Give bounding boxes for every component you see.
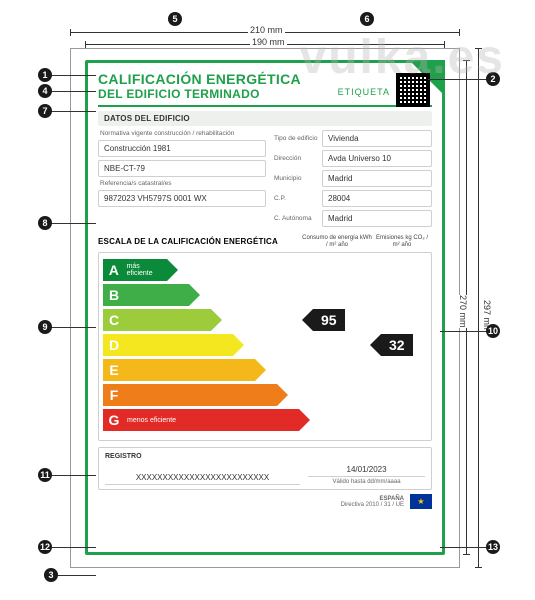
bar-row-C: C 95 (103, 309, 427, 331)
emisiones-tag: 32 (381, 334, 413, 356)
footer-directiva: Directiva 2010 / 31 / UE (341, 502, 404, 508)
callout-12: 12 (38, 540, 52, 554)
col-header-consumo: Consumo de energía kWh / m² año (302, 235, 372, 248)
rating-bar-F: F (103, 384, 277, 406)
callout-lead-2 (428, 79, 493, 80)
bar-row-F: F (103, 384, 427, 406)
tipo-label: Tipo de edificio (272, 135, 318, 142)
bar-row-G: Gmenos eficiente (103, 409, 427, 431)
callout-1: 1 (38, 68, 52, 82)
dim-inner-width-label: 190 mm (250, 37, 287, 47)
norm-value-1: Construcción 1981 (98, 140, 266, 157)
registro-header: REGISTRO (105, 453, 425, 460)
dim-outer-width-label: 210 mm (248, 25, 285, 35)
cert-title-1: CALIFICACIÓN ENERGÉTICA (98, 71, 432, 87)
registro-fecha: 14/01/2023 (308, 463, 425, 477)
rating-bar-E: E (103, 359, 255, 381)
callout-lead-7 (45, 111, 96, 112)
mun-label: Municipio (272, 175, 318, 182)
rating-bar-D: D (103, 334, 233, 356)
bar-row-D: D 32 (103, 334, 427, 356)
rating-bar-C: C (103, 309, 211, 331)
callout-lead-11 (45, 475, 96, 476)
callout-3: 3 (44, 568, 58, 582)
bar-row-E: E (103, 359, 427, 381)
rating-bar-G: Gmenos eficiente (103, 409, 299, 431)
callout-7: 7 (38, 104, 52, 118)
callout-5: 5 (168, 12, 182, 26)
col-header-emisiones: Emisiones kg CO₂ / m² año (372, 235, 432, 248)
registro-block: REGISTRO XXXXXXXXXXXXXXXXXXXXXXXXX 14/01… (98, 447, 432, 490)
title-divider (98, 105, 432, 107)
callout-lead-4 (45, 91, 96, 92)
ref-label: Referencia/s catastral/es (98, 180, 266, 187)
consumo-tag: 95 (313, 309, 345, 331)
scale-container: Amás eficiente BC 95 D 32 EF Gmenos eficiente (98, 252, 432, 441)
datos-block: Normativa vigente construcción / rehabil… (98, 130, 432, 227)
callout-2: 2 (486, 72, 500, 86)
callout-6: 6 (360, 12, 374, 26)
callout-lead-1 (45, 75, 96, 76)
cp-label: C.P. (272, 195, 318, 202)
bar-row-A: Amás eficiente (103, 259, 427, 281)
eu-flag-icon: ★ (410, 494, 432, 509)
mun-value: Madrid (322, 170, 432, 187)
dir-value: Avda Universo 10 (322, 150, 432, 167)
registro-num: XXXXXXXXXXXXXXXXXXXXXXXXX (105, 471, 300, 485)
certificate: CALIFICACIÓN ENERGÉTICA DEL EDIFICIO TER… (85, 60, 445, 555)
callout-9: 9 (38, 320, 52, 334)
dim-outer-height (478, 48, 479, 568)
callout-8: 8 (38, 216, 52, 230)
datos-header: DATOS DEL EDIFICIO (98, 111, 432, 126)
dir-label: Dirección (272, 155, 318, 162)
callout-10: 10 (486, 324, 500, 338)
registro-valido: Válido hasta dd/mm/aaaa (308, 479, 425, 485)
callout-11: 11 (38, 468, 52, 482)
ca-value: Madrid (322, 210, 432, 227)
callout-4: 4 (38, 84, 52, 98)
norm-value-2: NBE-CT-79 (98, 160, 266, 177)
callout-13: 13 (486, 540, 500, 554)
ref-value: 9872023 VH5797S 0001 WX (98, 190, 266, 207)
rating-bar-A: Amás eficiente (103, 259, 167, 281)
callout-lead-8 (45, 223, 96, 224)
scale-header-row: ESCALA DE LA CALIFICACIÓN ENERGÉTICA Con… (98, 235, 432, 248)
tipo-value: Vivienda (322, 130, 432, 147)
etiqueta-label: ETIQUETA (338, 87, 390, 97)
scale-title: ESCALA DE LA CALIFICACIÓN ENERGÉTICA (98, 237, 302, 246)
ca-label: C. Autónoma (272, 215, 318, 222)
callout-lead-9 (45, 327, 96, 328)
rating-bar-B: B (103, 284, 189, 306)
footer: ESPAÑA Directiva 2010 / 31 / UE ★ (98, 494, 432, 509)
callout-lead-12 (45, 547, 96, 548)
norm-label: Normativa vigente construcción / rehabil… (98, 130, 266, 137)
qr-code (396, 73, 430, 107)
dim-inner-height-label: 270 mm (456, 295, 470, 328)
bar-row-B: B (103, 284, 427, 306)
cp-value: 28004 (322, 190, 432, 207)
